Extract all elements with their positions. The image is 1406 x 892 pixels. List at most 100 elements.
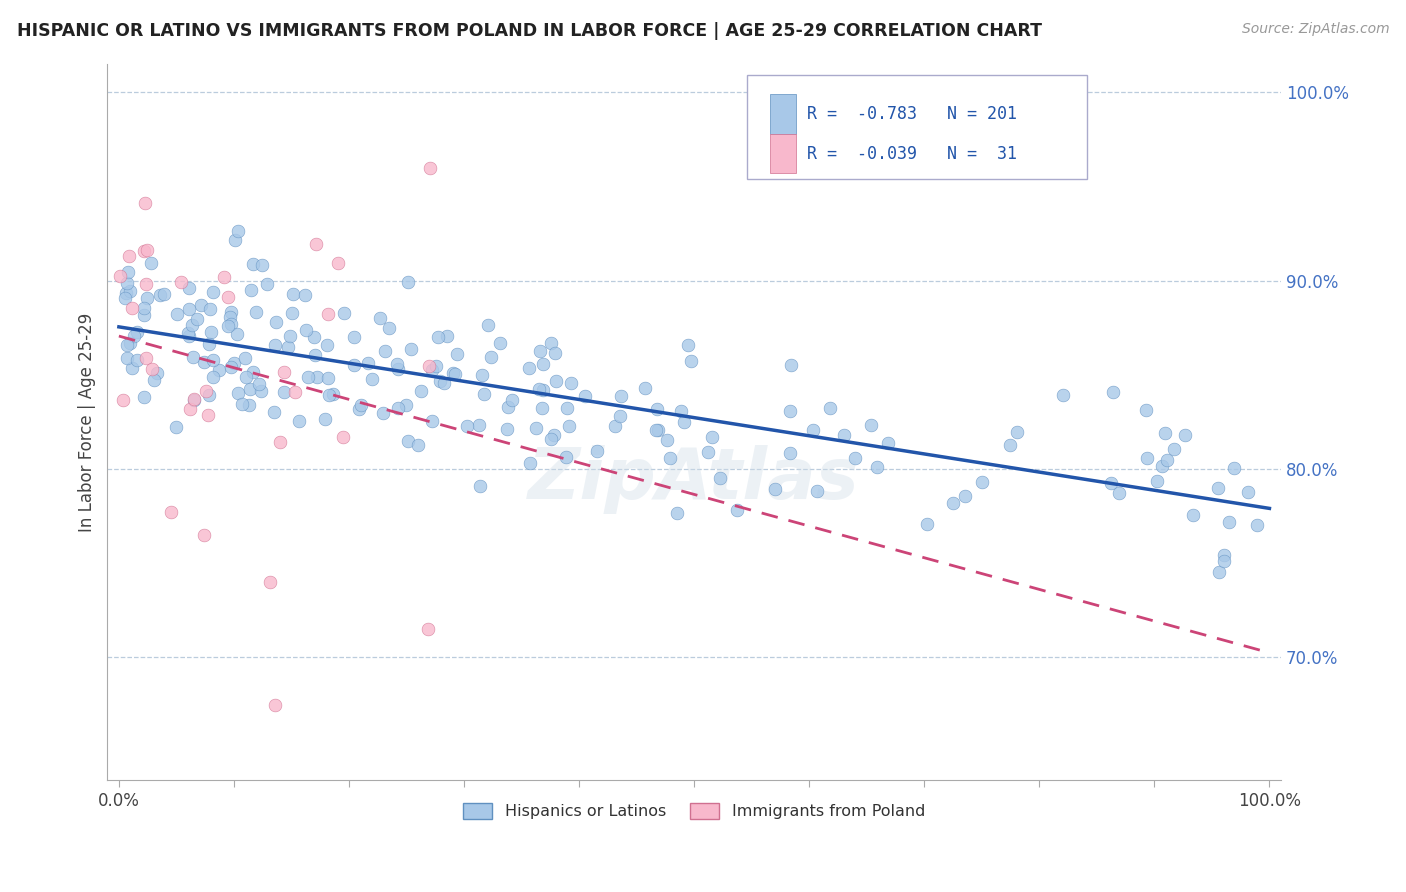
Point: [177, 281, 200, 295]
Point: [256, 277, 278, 292]
Point: [315, 337, 337, 351]
Point: [134, 196, 156, 211]
Point: [349, 398, 371, 412]
Point: [529, 344, 551, 359]
Point: [202, 369, 225, 384]
Point: [314, 411, 336, 425]
Point: [280, 329, 302, 343]
Point: [803, 423, 825, 437]
Point: [779, 445, 801, 459]
Point: [488, 335, 510, 350]
Point: [877, 436, 900, 450]
Point: [208, 363, 231, 377]
Point: [136, 291, 159, 305]
Point: [135, 277, 157, 292]
Point: [866, 459, 889, 474]
Point: [273, 365, 295, 379]
Point: [531, 384, 554, 398]
Point: [396, 434, 419, 449]
Point: [1101, 384, 1123, 399]
Point: [700, 430, 723, 444]
Point: [1213, 554, 1236, 568]
Point: [360, 372, 382, 386]
Point: [121, 301, 143, 316]
Point: [108, 269, 131, 284]
Point: [368, 311, 391, 326]
Point: [426, 330, 449, 344]
Bar: [770, 134, 796, 173]
Point: [219, 359, 242, 374]
Point: [198, 388, 221, 402]
Point: [159, 505, 181, 519]
Point: [531, 357, 554, 371]
Point: [385, 357, 408, 371]
Point: [233, 351, 256, 366]
Point: [357, 356, 380, 370]
Point: [844, 450, 866, 465]
Point: [406, 438, 429, 452]
Point: [127, 353, 149, 368]
Point: [198, 302, 221, 317]
Point: [181, 350, 204, 364]
Point: [141, 256, 163, 270]
Point: [374, 343, 396, 358]
Point: [658, 451, 681, 466]
Text: ZipAtlas: ZipAtlas: [529, 445, 860, 514]
Point: [446, 347, 468, 361]
Bar: [770, 95, 796, 134]
Text: Source: ZipAtlas.com: Source: ZipAtlas.com: [1241, 22, 1389, 37]
Point: [242, 257, 264, 271]
Point: [1146, 474, 1168, 488]
Point: [132, 308, 155, 322]
Point: [998, 438, 1021, 452]
Point: [396, 276, 419, 290]
Point: [231, 397, 253, 411]
Point: [115, 338, 138, 352]
Point: [114, 291, 136, 305]
Point: [264, 698, 287, 712]
Point: [179, 302, 201, 317]
Point: [1156, 453, 1178, 467]
Point: [305, 370, 328, 384]
Point: [142, 373, 165, 387]
Point: [436, 329, 458, 343]
Point: [1154, 425, 1177, 440]
Point: [666, 506, 689, 520]
Point: [420, 362, 443, 376]
Point: [217, 290, 239, 304]
Point: [269, 435, 291, 450]
Point: [121, 360, 143, 375]
Point: [540, 335, 562, 350]
Point: [224, 356, 246, 370]
Point: [501, 393, 523, 408]
Point: [456, 418, 478, 433]
Point: [134, 301, 156, 315]
Point: [294, 288, 316, 302]
Point: [832, 428, 855, 442]
Point: [574, 389, 596, 403]
Point: [915, 516, 938, 531]
Point: [672, 416, 695, 430]
Point: [259, 575, 281, 590]
Point: [818, 401, 841, 416]
Point: [586, 444, 609, 458]
Point: [302, 330, 325, 344]
Point: [194, 384, 217, 399]
Point: [240, 284, 263, 298]
Point: [183, 393, 205, 408]
Point: [136, 243, 159, 257]
Point: [634, 381, 657, 395]
Point: [779, 403, 801, 417]
Point: [111, 393, 134, 408]
Point: [468, 479, 491, 493]
Point: [217, 318, 239, 333]
Point: [193, 528, 215, 542]
Point: [326, 256, 349, 270]
Point: [245, 305, 267, 319]
Point: [153, 287, 176, 301]
Point: [387, 401, 409, 416]
Point: [1246, 518, 1268, 533]
Point: [235, 370, 257, 384]
Point: [496, 400, 519, 414]
Point: [647, 423, 669, 437]
